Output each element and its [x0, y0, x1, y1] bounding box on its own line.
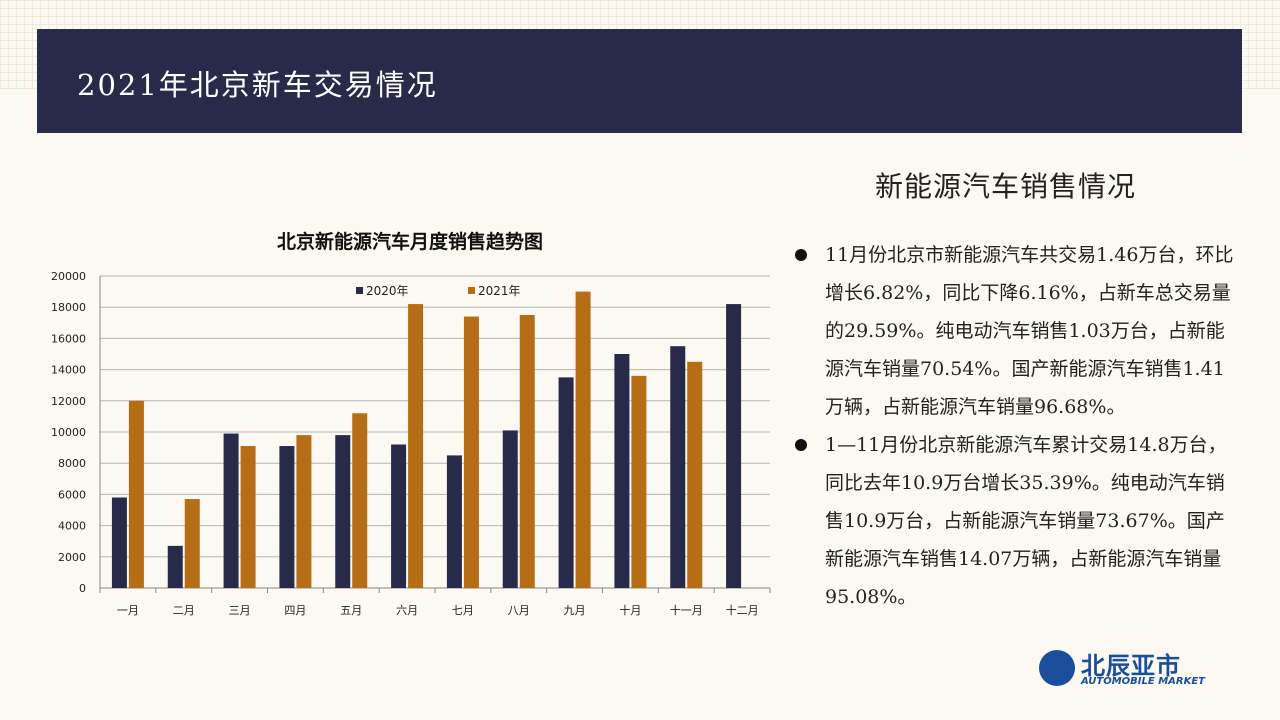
- bar-2020年: [391, 444, 407, 588]
- legend-label: 2020年: [366, 284, 409, 298]
- section-title: 新能源汽车销售情况: [875, 170, 1137, 203]
- page-title: 2021年北京新车交易情况: [77, 68, 438, 102]
- x-tick-label: 七月: [452, 604, 474, 617]
- chart-title: 北京新能源汽车月度销售趋势图: [277, 230, 543, 253]
- company-logo: 北辰亚市 AUTOMOBILE MARKET: [1037, 648, 1217, 690]
- bar-chart: 北京新能源汽车月度销售趋势图 0 2000 4000 6000 8000 10000 1200…: [38, 220, 778, 630]
- y-tick-label: 4000: [58, 520, 86, 533]
- x-tick-label: 三月: [229, 604, 251, 617]
- x-tick-label: 八月: [508, 604, 530, 617]
- bullet-item: 1—11月份北京新能源汽车累计交易14.8万台，同比去年10.9万台增长35.3…: [795, 426, 1235, 616]
- bar-2020年: [279, 446, 295, 588]
- y-tick-label: 14000: [51, 364, 86, 377]
- bar-2020年: [446, 455, 462, 588]
- bar-2021年: [128, 400, 144, 588]
- header-banner: 2021年北京新车交易情况: [37, 29, 1242, 133]
- y-tick-label: 6000: [58, 488, 86, 501]
- y-tick-label: 20000: [51, 270, 86, 283]
- x-tick-label: 九月: [564, 604, 586, 617]
- bar-2021年: [184, 499, 200, 588]
- y-tick-label: 18000: [51, 301, 86, 314]
- legend-swatch: [468, 287, 475, 294]
- chart-svg: 北京新能源汽车月度销售趋势图 0 2000 4000 6000 8000 10000 1200…: [51, 230, 771, 617]
- bar-2020年: [670, 346, 686, 588]
- bar-2021年: [575, 291, 591, 588]
- x-tick-label: 一月: [117, 604, 139, 617]
- bar-2020年: [558, 377, 574, 588]
- car-wheel-logo-icon: [1039, 650, 1075, 686]
- bar-2021年: [352, 413, 368, 588]
- x-tick-label: 五月: [340, 604, 362, 617]
- bullet-text: 11月份北京市新能源汽车共交易1.46万台，环比增长6.82%，同比下降6.16…: [825, 244, 1234, 418]
- bar-2021年: [631, 375, 647, 588]
- x-tick-label: 十一月: [670, 603, 703, 617]
- legend-swatch: [356, 287, 363, 294]
- bar-2021年: [296, 435, 312, 588]
- bar-2020年: [335, 435, 351, 588]
- y-tick-label: 0: [79, 582, 86, 595]
- y-tick-label: 2000: [58, 551, 86, 564]
- legend-label: 2021年: [478, 284, 521, 298]
- y-tick-label: 8000: [58, 457, 86, 470]
- bar-2021年: [519, 315, 535, 588]
- bar-2020年: [223, 433, 239, 588]
- bar-2021年: [240, 446, 256, 588]
- bar-2021年: [687, 361, 703, 588]
- bar-2020年: [167, 545, 183, 588]
- bar-2020年: [111, 497, 127, 588]
- x-tick-label: 十二月: [726, 603, 759, 617]
- y-tick-label: 10000: [51, 426, 86, 439]
- x-tick-label: 十月: [619, 603, 641, 617]
- logo-name: 北辰亚市: [1081, 652, 1181, 680]
- bar-2021年: [408, 304, 424, 588]
- y-tick-label: 12000: [51, 395, 86, 408]
- x-tick-label: 四月: [284, 604, 306, 617]
- bullet-list: 11月份北京市新能源汽车共交易1.46万台，环比增长6.82%，同比下降6.16…: [795, 236, 1235, 616]
- x-tick-label: 六月: [396, 604, 418, 617]
- y-tick-label: 16000: [51, 332, 86, 345]
- x-tick-label: 二月: [173, 604, 195, 617]
- bar-2020年: [502, 430, 518, 588]
- bar-2020年: [726, 304, 742, 588]
- bullet-dot-icon: [795, 249, 807, 261]
- bar-2021年: [463, 316, 479, 588]
- bullet-text: 1—11月份北京新能源汽车累计交易14.8万台，同比去年10.9万台增长35.3…: [825, 434, 1227, 608]
- logo-subtitle: AUTOMOBILE MARKET: [1081, 676, 1206, 687]
- bullet-item: 11月份北京市新能源汽车共交易1.46万台，环比增长6.82%，同比下降6.16…: [795, 236, 1235, 426]
- bar-2020年: [614, 354, 630, 588]
- bullet-dot-icon: [795, 439, 807, 451]
